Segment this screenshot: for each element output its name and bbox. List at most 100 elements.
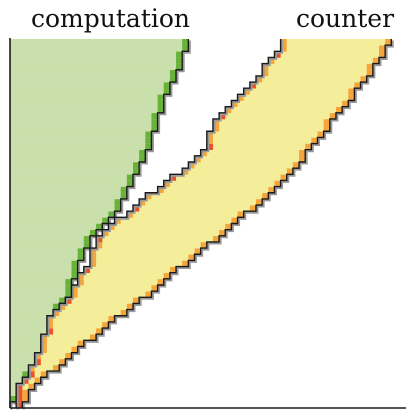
counter-row: [280, 45, 386, 52]
computation-edge-cell: [120, 186, 127, 194]
counter-edge-cell: [299, 155, 306, 163]
counter-edge-cell: [40, 334, 47, 341]
counter-edge-cell: [256, 75, 263, 83]
counter-edge-cell: [65, 352, 72, 360]
counter-edge-cell: [280, 39, 287, 46]
counter-row: [89, 254, 195, 261]
counter-row: [40, 334, 97, 341]
computation-edge-cell: [169, 75, 177, 83]
counter-edge-cell: [182, 168, 189, 175]
counter-edge-cell: [96, 241, 103, 249]
counter-edge-cell: [256, 198, 263, 206]
counter-row: [206, 137, 318, 144]
counter-edge-cell: [329, 112, 336, 120]
computation-edge-cell: [157, 94, 164, 101]
computation-edge-cell: [176, 63, 183, 71]
counter-edge-cell: [145, 291, 152, 298]
counter-row: [182, 168, 293, 175]
counter-row: [102, 229, 226, 237]
counter-row: [46, 328, 103, 335]
counter-edge-cell: [231, 100, 238, 107]
counter-row: [256, 75, 367, 83]
counter-row: [249, 82, 361, 89]
counter-edge-cell: [28, 364, 35, 372]
counter-edge-cell: [22, 389, 29, 396]
counter-edge-cell: [225, 223, 232, 230]
computation-row: [10, 57, 183, 64]
counter-row: [237, 94, 355, 101]
counter-row: [145, 192, 269, 200]
counter-edge-cell: [225, 106, 232, 114]
computation-row: [10, 211, 115, 218]
computation-row: [10, 162, 140, 169]
counter-row: [40, 346, 78, 353]
counter-edge-cell: [71, 285, 78, 292]
counter-edge-cell: [348, 94, 355, 101]
counter-edge-cell: [200, 241, 207, 249]
counter-hot-cell: [16, 389, 23, 396]
counter-hot-cell: [274, 51, 281, 58]
computation-row: [10, 346, 47, 353]
computation-row: [10, 266, 78, 273]
computation-edge-cell: [176, 57, 183, 64]
counter-edge-cell: [212, 125, 220, 132]
computation-edge-cell: [96, 223, 103, 230]
computation-edge-cell: [22, 371, 29, 378]
computation-edge-cell: [182, 45, 189, 52]
computation-row: [10, 168, 140, 175]
computation-edge-cell: [65, 278, 72, 286]
computation-row: [10, 118, 158, 126]
counter-row: [34, 358, 66, 366]
counter-edge-cell: [46, 321, 54, 329]
counter-edge-cell: [89, 254, 97, 261]
counter-row: [163, 180, 281, 187]
counter-row: [96, 241, 207, 249]
counter-row: [243, 88, 355, 95]
counter-edge-cell: [379, 45, 386, 52]
computation-row: [10, 75, 177, 83]
counter-row: [225, 106, 343, 114]
counter-right-outline: [21, 39, 392, 408]
counter-edge-cell: [311, 137, 318, 144]
counter-edge-cell: [299, 149, 306, 157]
counter-row: [157, 186, 275, 194]
counter-edge-cell: [89, 260, 97, 267]
counter-edge-cell: [249, 205, 256, 212]
counter-hot-cell: [219, 112, 226, 120]
counter-edge-cell: [40, 346, 47, 353]
computation-edge-cell: [53, 303, 60, 310]
counter-edge-cell: [212, 118, 220, 126]
counter-edge-cell: [126, 303, 133, 310]
computation-edge-cell: [133, 162, 140, 169]
counter-edge-cell: [89, 248, 97, 255]
computation-edge-cell: [71, 266, 78, 273]
counter-edge-cell: [379, 51, 386, 58]
computation-row: [10, 39, 189, 46]
counter-edge-cell: [354, 82, 361, 89]
counter-edge-cell: [286, 168, 293, 175]
computation-edge-cell: [126, 174, 133, 181]
counter-edge-cell: [157, 186, 164, 194]
counter-edge-cell: [59, 358, 66, 366]
computation-edge-cell: [169, 69, 177, 77]
computation-row: [10, 100, 164, 107]
counter-row: [77, 272, 170, 280]
computation-row: [10, 285, 72, 292]
counter-edge-cell: [262, 63, 269, 71]
computation-row: [10, 303, 60, 310]
counter-edge-cell: [120, 309, 127, 317]
counter-row: [200, 149, 306, 157]
computation-row: [10, 149, 146, 157]
computation-edge-cell: [139, 155, 146, 163]
computation-row: [10, 241, 90, 249]
counter-row: [65, 297, 140, 304]
counter-edge-cell: [323, 118, 330, 126]
computation-row: [10, 186, 127, 194]
counter-row: [114, 217, 238, 224]
counter-row: [22, 377, 41, 384]
counter-edge-cell: [194, 155, 201, 163]
counter-right-shadow: [22, 40, 394, 410]
computation-edge-cell: [59, 297, 66, 304]
counter-hot-cell: [22, 377, 29, 384]
